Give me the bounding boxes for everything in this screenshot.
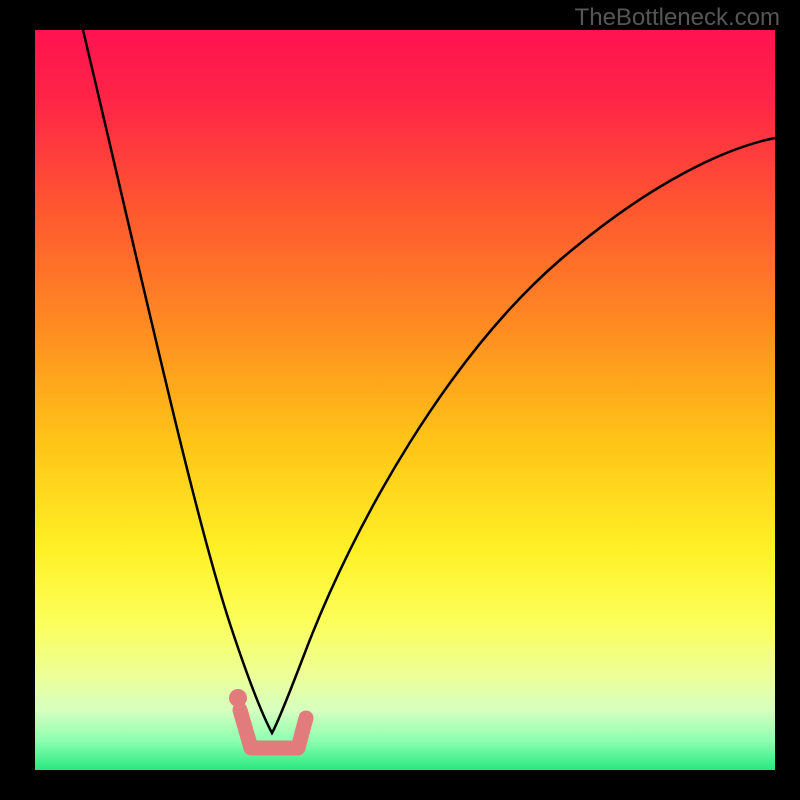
plot-background (35, 30, 775, 770)
chart-stage: TheBottleneck.com (0, 0, 800, 800)
plot-svg (0, 0, 800, 800)
